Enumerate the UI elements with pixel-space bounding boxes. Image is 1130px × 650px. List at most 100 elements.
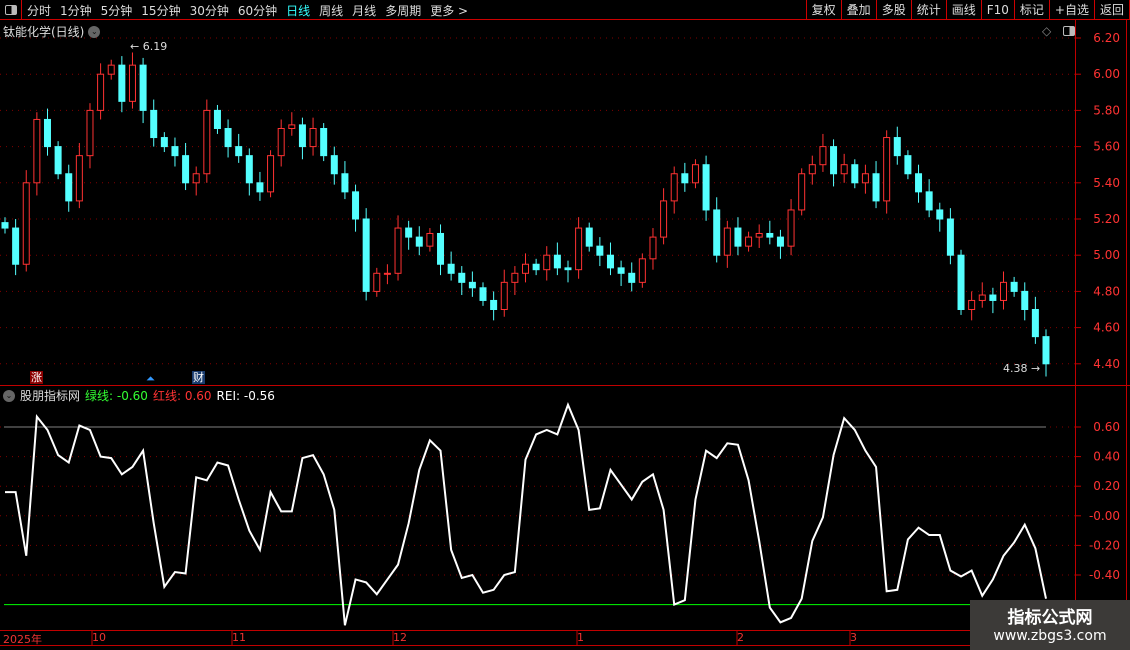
chart-title: 钛能化学(日线) ⌄ — [3, 23, 101, 40]
candle-body — [118, 64, 126, 102]
candle-body — [245, 155, 253, 184]
time-tick-label: 2 — [737, 631, 744, 644]
candle-body — [139, 64, 147, 111]
candle-body — [776, 236, 784, 247]
period-tab[interactable]: 1分钟 — [60, 4, 92, 18]
candle-body — [617, 267, 625, 274]
candle-body — [787, 209, 795, 247]
toolbar-button[interactable]: 多股 — [875, 0, 911, 20]
candle-body — [394, 227, 402, 274]
candle-body — [479, 287, 487, 301]
candle-body — [660, 200, 668, 238]
zhang-marker[interactable]: 涨 — [30, 371, 43, 384]
indicator-tick-label: 0.40 — [1093, 450, 1120, 464]
candle-body — [256, 182, 264, 193]
candle-body — [458, 272, 466, 283]
candle-body — [893, 137, 901, 157]
period-tab[interactable]: 更多 > — [430, 4, 469, 18]
candle-body — [1031, 309, 1039, 338]
panel-toggle-button[interactable] — [0, 0, 22, 20]
candle-body — [468, 281, 476, 289]
candle-body — [766, 232, 774, 238]
toolbar-button[interactable]: +自选 — [1048, 0, 1094, 20]
candle-body — [447, 263, 455, 274]
period-tab[interactable]: 分时 — [27, 4, 52, 18]
candle-body — [968, 299, 976, 311]
candle-body — [946, 218, 954, 256]
candle-body — [224, 128, 232, 148]
toolbar-button[interactable]: F10 — [980, 0, 1014, 20]
indicator-tick-label: -0.20 — [1089, 538, 1120, 552]
candle-body — [267, 155, 275, 193]
candle-body — [522, 263, 529, 274]
candle-body — [596, 245, 604, 256]
candle-body — [288, 124, 296, 129]
price-tick-label: 5.00 — [1093, 248, 1120, 262]
candle-body — [702, 164, 710, 211]
candle-body — [352, 191, 360, 220]
toolbar-button[interactable]: 返回 — [1093, 0, 1130, 20]
candle-body — [341, 173, 349, 193]
price-tick-label: 5.80 — [1093, 103, 1120, 117]
red-line-label: 红线: 0.60 — [152, 389, 212, 403]
period-tab[interactable]: 月线 — [352, 4, 377, 18]
candle-body — [840, 164, 848, 175]
period-tab[interactable]: 15分钟 — [141, 4, 181, 18]
toolbar-button[interactable]: 叠加 — [840, 0, 876, 20]
candle-body — [182, 155, 190, 184]
candle-body — [553, 254, 561, 269]
period-toolbar: 分时 1分钟 5分钟 15分钟 30分钟 60分钟 日线 周线 月线 多周期 更多 > 复权 叠加 多股… — [0, 0, 1130, 20]
candle-body — [861, 173, 869, 184]
diamond-icon[interactable]: ◇ — [1042, 24, 1052, 38]
candle-body — [150, 109, 158, 139]
candle-body — [437, 232, 445, 265]
arrow-up-marker-icon[interactable]: ⏶ — [146, 372, 155, 385]
toolbar-button[interactable]: 复权 — [805, 0, 841, 20]
period-tab[interactable]: 5分钟 — [100, 4, 133, 18]
candle-body — [415, 236, 423, 247]
indicator-tick-label: 0.20 — [1093, 479, 1120, 493]
candle-body — [532, 263, 540, 271]
candle-body — [171, 146, 179, 157]
period-tab[interactable]: 30分钟 — [189, 4, 229, 18]
period-tab[interactable]: 日线 — [286, 4, 311, 18]
candle-body — [511, 272, 519, 283]
chevron-down-icon[interactable]: ⌄ — [3, 389, 15, 402]
candle-body — [649, 236, 657, 260]
period-tab[interactable]: 周线 — [319, 4, 344, 18]
candle-body — [12, 227, 20, 265]
candle-body — [277, 128, 285, 157]
high-price-annotation: ← 6.19 — [130, 40, 167, 53]
toolbar-button[interactable]: 标记 — [1013, 0, 1049, 20]
candle-body — [957, 254, 965, 310]
toolbar-button[interactable]: 画线 — [945, 0, 981, 20]
indicator-tick-label: 0.60 — [1093, 420, 1120, 434]
candle-body — [1021, 290, 1029, 310]
candle-body — [235, 146, 243, 157]
toolbar-button[interactable]: 统计 — [910, 0, 946, 20]
candle-body — [1042, 336, 1050, 365]
candle-body — [203, 109, 211, 175]
candle-body — [830, 146, 838, 175]
candle-body — [628, 272, 636, 283]
period-tab[interactable]: 60分钟 — [237, 4, 278, 18]
candle-body — [723, 227, 731, 256]
candle-body — [978, 294, 986, 301]
indicator-tick-label: -0.00 — [1089, 509, 1120, 523]
period-tab[interactable]: 多周期 — [385, 4, 422, 18]
cai-marker[interactable]: 财 — [192, 371, 205, 384]
low-price-annotation: 4.38 → — [1003, 362, 1040, 375]
candle-body — [22, 182, 30, 265]
time-tick-label: 12 — [393, 631, 407, 644]
price-tick-label: 4.40 — [1093, 357, 1120, 371]
time-tick-label: 2025年 — [3, 633, 42, 646]
candle-body — [86, 109, 94, 157]
rei-line — [5, 402, 1047, 626]
panel-icon[interactable] — [1063, 26, 1076, 36]
candle-body — [585, 227, 593, 247]
chevron-down-icon[interactable]: ⌄ — [88, 25, 101, 38]
candle-body — [75, 155, 83, 202]
candle-body — [500, 281, 508, 311]
candle-body — [798, 173, 806, 211]
